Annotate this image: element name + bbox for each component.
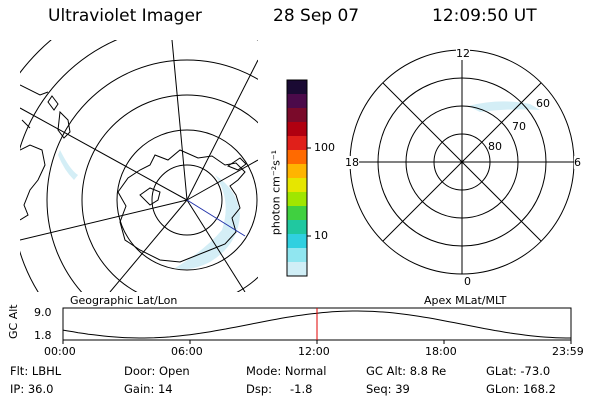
- colorbar-band: [287, 150, 307, 165]
- magnetic-panel-label: Apex MLat/MLT: [424, 294, 507, 307]
- ip-info: IP: 36.0: [10, 382, 54, 396]
- colorbar-tick-100: 100: [314, 141, 335, 154]
- colorbar-band: [287, 164, 307, 179]
- colorbar-band: [287, 136, 307, 151]
- magnetic-polar-plot: [349, 49, 575, 275]
- mlt-label-6: 6: [574, 156, 581, 169]
- colorbar-band: [287, 192, 307, 207]
- dsp-value: -1.8: [290, 382, 313, 396]
- timeline-xtick-1800: 18:00: [425, 345, 457, 358]
- colorbar-band: [287, 122, 307, 137]
- timeline-ytick-high: 9.0: [34, 306, 52, 319]
- colorbar-band: [287, 248, 307, 263]
- colorbar-band: [287, 220, 307, 235]
- mlt-label-12: 12: [456, 47, 470, 60]
- seq-info: Seq: 39: [366, 382, 410, 396]
- glat-info: GLat: -73.0: [486, 364, 551, 378]
- filter-info: Flt: LBHL: [10, 364, 62, 378]
- mlat-label-80: 80: [488, 140, 502, 153]
- timeline-ytick-low: 1.8: [34, 329, 52, 342]
- dsp-label: Dsp:: [246, 382, 273, 396]
- mode-info: Mode: Normal: [246, 364, 327, 378]
- colorbar-band: [287, 178, 307, 193]
- timeline-axis-label: GC Alt: [7, 304, 20, 339]
- mlat-label-70: 70: [512, 120, 526, 133]
- observation-time: 12:09:50 UT: [432, 6, 537, 26]
- mlt-label-18: 18: [345, 156, 359, 169]
- colorbar-band: [287, 94, 307, 109]
- colorbar: [287, 80, 307, 277]
- instrument-title: Ultraviolet Imager: [48, 6, 202, 26]
- colorbar-tick-10: 10: [314, 229, 328, 242]
- colorbar-band: [287, 108, 307, 123]
- colorbar-unit-label: photon cm⁻²s⁻¹: [269, 149, 283, 236]
- colorbar-band: [287, 206, 307, 221]
- timeline-xtick-1200: 12:00: [298, 345, 330, 358]
- colorbar-band: [287, 262, 307, 277]
- observation-date: 28 Sep 07: [273, 6, 360, 26]
- geographic-map: [20, 40, 258, 292]
- timeline-xtick-0600: 06:00: [171, 345, 203, 358]
- gain-info: Gain: 14: [124, 382, 173, 396]
- gc-alt-info: GC Alt: 8.8 Re: [366, 364, 447, 378]
- colorbar-band: [287, 234, 307, 249]
- glon-info: GLon: 168.2: [486, 382, 556, 396]
- timeline-xtick-0000: 00:00: [44, 345, 76, 358]
- door-info: Door: Open: [124, 364, 190, 378]
- mlt-label-0: 0: [464, 275, 471, 288]
- geographic-panel-label: Geographic Lat/Lon: [70, 294, 178, 307]
- timeline-xtick-2359: 23:59: [552, 345, 584, 358]
- colorbar-band: [287, 80, 307, 95]
- mlat-label-60: 60: [536, 97, 550, 110]
